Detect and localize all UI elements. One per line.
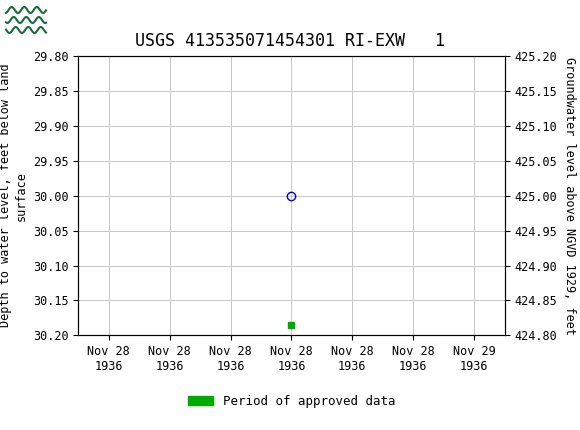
Y-axis label: Depth to water level, feet below land
surface: Depth to water level, feet below land su… xyxy=(0,64,27,328)
Bar xyxy=(4,3,94,37)
Y-axis label: Groundwater level above NGVD 1929, feet: Groundwater level above NGVD 1929, feet xyxy=(563,57,575,335)
Text: USGS: USGS xyxy=(52,10,112,30)
Text: USGS 413535071454301 RI-EXW   1: USGS 413535071454301 RI-EXW 1 xyxy=(135,32,445,50)
Legend: Period of approved data: Period of approved data xyxy=(183,390,400,413)
